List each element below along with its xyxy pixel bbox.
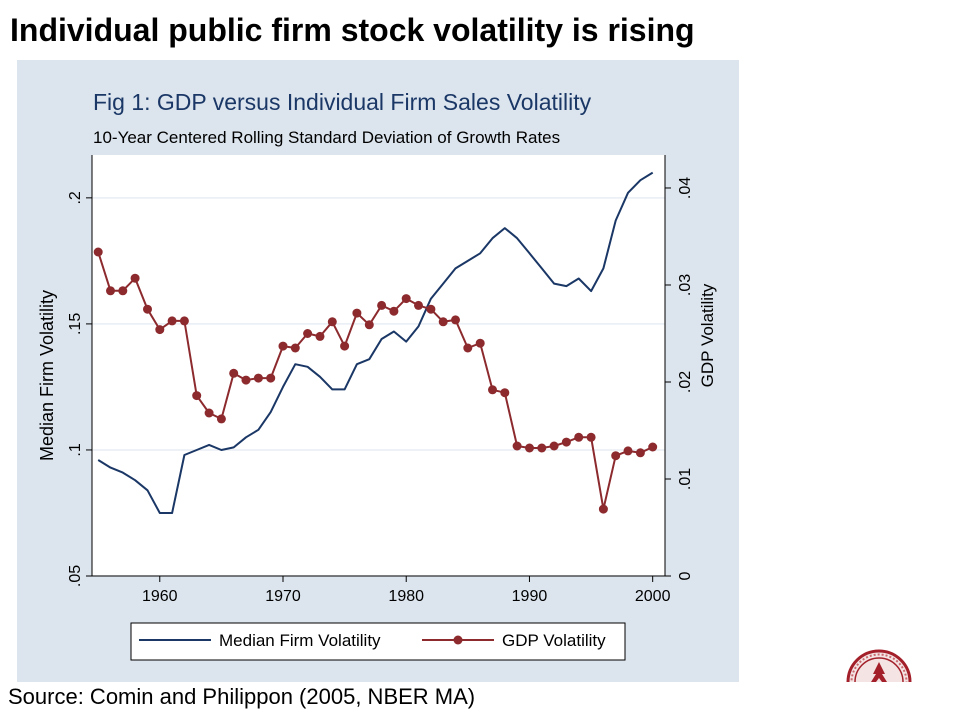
gdp-volatility-point <box>340 341 350 351</box>
firm-volatility-line <box>97 171 654 514</box>
gdp-volatility-point <box>389 306 399 316</box>
legend-gdp-marker <box>453 635 463 645</box>
axes: .05 .1 .15 .2 0 .01 .02 .03 .04 1960 1970 1980 1990 2… <box>67 155 694 605</box>
gdp-volatility-point <box>155 325 165 335</box>
x-tick-label: 1970 <box>265 588 301 605</box>
y2-axis-label: GDP Volatility <box>698 283 717 387</box>
gdp-volatility-point <box>475 338 485 348</box>
y-tick-label: .05 <box>67 565 84 587</box>
gdp-volatility-point <box>229 368 239 378</box>
gdp-volatility-point <box>512 441 522 451</box>
gdp-volatility-point <box>192 391 202 401</box>
gdp-volatility-point <box>130 273 140 283</box>
gdp-volatility-point <box>278 341 288 351</box>
y2-tick-label: .01 <box>677 468 694 490</box>
x-tick-label: 1990 <box>512 588 548 605</box>
x-tick-label: 1960 <box>142 588 178 605</box>
y2-tick-label: 0 <box>677 571 694 580</box>
gdp-volatility-point <box>611 451 621 461</box>
gdp-volatility-point <box>401 294 411 304</box>
gdp-volatility-point <box>463 343 473 353</box>
gdp-volatility-point <box>143 304 152 314</box>
chart: Fig 1: GDP versus Individual Firm Sales … <box>17 60 739 682</box>
gdp-volatility-point <box>525 443 534 453</box>
gdp-volatility-point <box>352 308 362 318</box>
university-seal-icon <box>846 648 912 682</box>
gdp-volatility-point <box>488 385 497 395</box>
gdp-volatility-point <box>561 437 571 447</box>
series <box>93 171 658 514</box>
gdp-volatility-point <box>451 315 460 325</box>
chart-svg: Fig 1: GDP versus Individual Firm Sales … <box>17 60 739 682</box>
gdp-volatility-point <box>537 443 547 453</box>
chart-title: Fig 1: GDP versus Individual Firm Sales … <box>93 89 592 115</box>
gdp-volatility-point <box>327 317 337 327</box>
gdp-volatility-point <box>266 373 276 383</box>
plot-area <box>92 155 665 576</box>
y2-tick-label: .04 <box>677 177 694 199</box>
gdp-volatility-point <box>364 320 374 330</box>
gdp-volatility-point <box>586 432 596 442</box>
y-tick-label: .1 <box>67 443 84 456</box>
gdp-volatility-point <box>106 286 115 296</box>
gdp-volatility-point <box>500 388 510 398</box>
gdp-volatility-point <box>574 432 584 442</box>
gdp-volatility-point <box>315 331 325 341</box>
gdp-volatility-point <box>414 300 423 310</box>
y-tick-label: .2 <box>67 191 84 204</box>
gdp-volatility-point <box>635 448 645 458</box>
y2-tick-label: .03 <box>677 274 694 296</box>
source-note: Source: Comin and Philippon (2005, NBER … <box>8 684 476 709</box>
gdp-volatility-point <box>93 247 103 257</box>
gdp-volatility-point <box>303 329 313 338</box>
legend-box <box>130 622 626 661</box>
slide-title: Individual public firm stock volatility … <box>10 12 695 48</box>
gdp-volatility-point <box>253 373 263 383</box>
legend: Median Firm Volatility GDP Volatility <box>130 622 626 661</box>
legend-gdp-label: GDP Volatility <box>502 631 606 650</box>
gdp-volatility-point <box>241 375 251 385</box>
gdp-volatility-point <box>167 316 177 326</box>
gdp-volatility-point <box>648 442 658 452</box>
legend-firm-label: Median Firm Volatility <box>219 631 381 650</box>
gdp-volatility-point <box>623 446 633 456</box>
gdp-volatility-point <box>216 414 226 424</box>
gdp-volatility-point <box>290 343 300 353</box>
gdp-volatility-point <box>179 316 189 326</box>
x-tick-label: 1980 <box>388 588 424 605</box>
gdp-volatility-point <box>598 504 608 514</box>
gdp-volatility-line <box>97 251 654 511</box>
gdp-volatility-point <box>438 317 448 327</box>
gdp-volatility-point <box>549 441 559 451</box>
chart-subtitle: 10-Year Centered Rolling Standard Deviat… <box>93 128 560 147</box>
y-axis-label: Median Firm Volatility <box>37 290 57 461</box>
gdp-volatility-point <box>204 408 214 418</box>
x-tick-label: 2000 <box>635 588 671 605</box>
gdp-volatility-point <box>426 304 436 314</box>
y2-tick-label: .02 <box>677 371 694 393</box>
y-tick-label: .15 <box>67 313 84 335</box>
gdp-volatility-point <box>377 300 387 310</box>
gdp-volatility-point <box>118 286 128 296</box>
